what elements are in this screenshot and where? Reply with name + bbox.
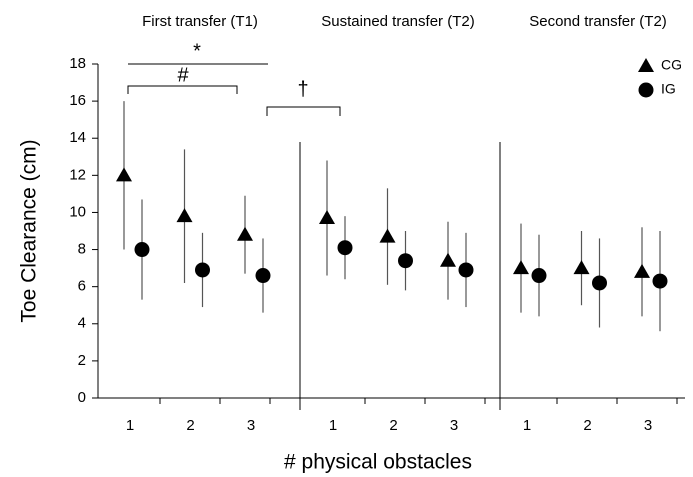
triangle-marker	[440, 252, 456, 267]
x-tick-label: 2	[186, 417, 194, 434]
significance-label: *	[193, 40, 201, 62]
circle-marker	[592, 275, 607, 291]
y-tick-label: 14	[69, 129, 86, 146]
circle-marker	[531, 268, 547, 284]
x-tick-label: 2	[389, 417, 397, 434]
y-tick-label: 18	[69, 55, 86, 72]
triangle-marker	[237, 226, 253, 241]
group-title: First transfer (T1)	[142, 13, 258, 30]
x-tick-label: 2	[583, 417, 591, 434]
triangle-marker	[513, 260, 529, 275]
x-axis-title: # physical obstacles	[284, 451, 472, 474]
y-axis-title: Toe Clearance (cm)	[18, 139, 41, 322]
y-tick-label: 12	[69, 166, 86, 183]
y-tick-label: 10	[69, 203, 86, 220]
triangle-marker	[319, 210, 335, 225]
group-title: Sustained transfer (T2)	[321, 13, 474, 30]
legend-label: IG	[661, 81, 676, 97]
triangle-marker	[634, 263, 650, 278]
group-title: Second transfer (T2)	[529, 13, 667, 30]
circle-marker	[255, 268, 271, 284]
circle-marker	[195, 262, 210, 278]
y-tick-label: 16	[69, 92, 86, 109]
x-tick-label: 1	[126, 417, 134, 434]
triangle-marker	[116, 167, 132, 182]
circle-marker	[652, 273, 668, 289]
circle-marker	[337, 240, 353, 256]
significance-label: †	[297, 78, 308, 100]
y-tick-label: 8	[78, 241, 86, 258]
triangle-marker	[573, 260, 590, 275]
triangle-marker	[638, 58, 654, 72]
circle-marker	[458, 262, 474, 278]
circle-marker	[134, 242, 150, 258]
significance-bracket	[127, 85, 238, 94]
triangle-marker	[176, 208, 193, 223]
x-tick-label: 1	[523, 417, 531, 434]
triangle-marker	[379, 228, 396, 243]
x-tick-label: 3	[247, 417, 255, 434]
legend-label: CG	[661, 57, 682, 73]
y-tick-label: 4	[78, 315, 86, 332]
circle-marker	[638, 82, 654, 98]
significance-bracket	[266, 106, 341, 116]
y-tick-label: 2	[78, 352, 86, 369]
x-tick-label: 3	[450, 417, 458, 434]
y-tick-label: 0	[78, 389, 86, 406]
x-tick-label: 1	[329, 417, 337, 434]
circle-marker	[398, 253, 413, 269]
significance-label: #	[177, 64, 189, 86]
y-tick-label: 6	[78, 278, 86, 295]
x-tick-label: 3	[644, 417, 652, 434]
